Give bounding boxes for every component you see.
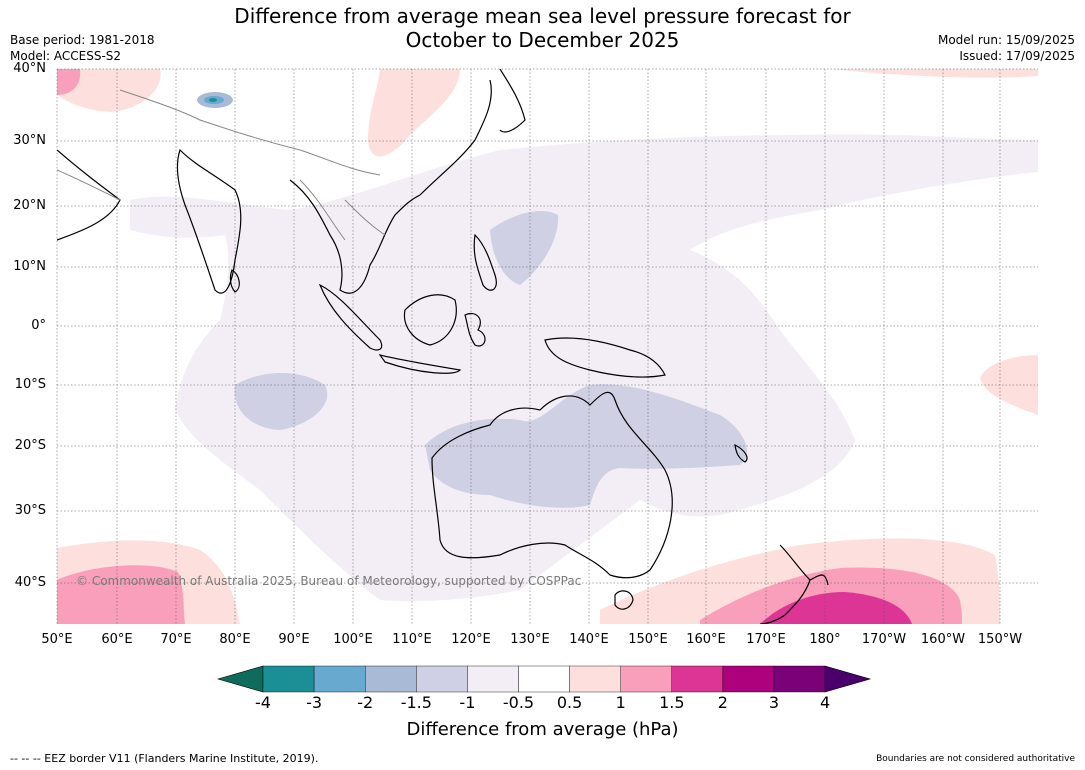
colorbar-tick-label: -3 xyxy=(306,693,323,712)
base-period: Base period: 1981-2018 xyxy=(10,33,155,47)
longitude-label: 160°W xyxy=(920,632,966,647)
colorbar-tick-label: -2 xyxy=(357,693,374,712)
longitude-label: 150°E xyxy=(628,632,668,647)
coastlines xyxy=(57,69,829,624)
anomaly-region-plus-north-pacific xyxy=(830,69,1038,78)
anomaly-region-plus-arabia-core xyxy=(57,69,81,95)
colorbar-tick-label: 1.5 xyxy=(659,693,685,712)
anomaly-spot-himalaya-centre xyxy=(209,98,217,102)
pressure-anomaly-field xyxy=(57,69,1038,624)
coast-java xyxy=(378,354,462,374)
longitude-label: 50°E xyxy=(41,632,73,647)
issued-date: Issued: 17/09/2025 xyxy=(959,49,1075,63)
model-info: Base period: 1981-2018 Model: ACCESS-S2 xyxy=(10,32,155,64)
border-himalaya xyxy=(119,89,381,176)
colorbar-title: Difference from average (hPa) xyxy=(406,719,679,740)
coast-australia xyxy=(431,391,673,579)
copyright-notice: © Commonwealth of Australia 2025, Bureau… xyxy=(76,574,582,588)
coast-sulawesi xyxy=(464,312,486,347)
border-arabia xyxy=(57,169,121,201)
longitude-label: 90°E xyxy=(278,632,310,647)
colorbar-tick-label: 3 xyxy=(768,693,780,712)
coast-india xyxy=(176,148,242,294)
colorbar-tick-label: -4 xyxy=(255,693,271,712)
latitude-label: 10°N xyxy=(13,259,46,274)
longitude-label: 180° xyxy=(809,632,841,647)
anomaly-region-minus-one-philippines xyxy=(490,210,559,285)
eez-note: -- -- -- EEZ border V11 (Flanders Marine… xyxy=(10,752,319,765)
longitude-label: 60°E xyxy=(101,632,133,647)
latitude-label: 10°S xyxy=(14,377,46,392)
anomaly-region-minus-half xyxy=(130,134,1038,602)
coast-indochina xyxy=(289,179,421,294)
latitude-label: 0° xyxy=(31,318,46,333)
country-borders xyxy=(57,89,386,241)
coast-philippines xyxy=(473,233,497,291)
boundary-disclaimer: Boundaries are not considered authoritat… xyxy=(876,754,1075,764)
longitude-label: 140°E xyxy=(569,632,609,647)
coast-borneo xyxy=(403,294,457,346)
latitude-label: 30°S xyxy=(14,503,46,518)
colorbar-tick-label: -1 xyxy=(459,693,476,712)
coast-sri-lanka xyxy=(229,269,240,293)
anomaly-region-plus-southern-ocean-west-core xyxy=(57,565,185,624)
colorbar-tick-label: -1.5 xyxy=(400,693,432,712)
coast-china-japan xyxy=(419,69,526,196)
longitude-label: 160°E xyxy=(686,632,726,647)
map-title: Difference from average mean sea level p… xyxy=(0,4,1085,52)
coast-tasmania xyxy=(614,590,634,610)
model-run: Model run: 15/09/2025 xyxy=(937,33,1075,47)
coast-new-zealand xyxy=(759,544,829,624)
issue-info: Model run: 15/09/2025 Issued: 17/09/2025 xyxy=(938,32,1075,64)
model-name: Model: ACCESS-S2 xyxy=(10,49,122,63)
longitude-label: 70°E xyxy=(160,632,192,647)
coast-new-caledonia xyxy=(734,443,748,463)
border-indochina xyxy=(299,179,386,241)
anomaly-region-plus-arabia xyxy=(57,69,161,112)
coast-new-guinea xyxy=(544,337,666,378)
latitude-label: 20°S xyxy=(14,438,46,453)
longitude-label: 170°W xyxy=(861,632,907,647)
anomaly-region-plus-tasman-core xyxy=(760,592,912,624)
colorbar-tick-label: 2 xyxy=(717,693,728,712)
colorbar-tick-label: -0.5 xyxy=(502,693,535,712)
latitude-label: 40°N xyxy=(13,61,46,76)
colorbar-tick-label: 1 xyxy=(615,693,626,712)
longitude-label: 130°E xyxy=(510,632,550,647)
longitude-label: 170°E xyxy=(746,632,786,647)
graticule xyxy=(56,68,1038,624)
colorbar-tick-label: 4 xyxy=(820,693,831,712)
colorbar-tick-label: 0.5 xyxy=(556,693,583,712)
anomaly-region-minus-one-indian-ocean xyxy=(234,372,328,430)
latitude-label: 30°N xyxy=(13,133,46,148)
latitude-label: 40°S xyxy=(14,575,46,590)
coast-sumatra xyxy=(318,283,383,351)
longitude-label: 150°W xyxy=(977,632,1023,647)
longitude-label: 80°E xyxy=(219,632,251,647)
longitude-label: 120°E xyxy=(451,632,491,647)
anomaly-region-plus-north-asia xyxy=(368,69,460,157)
latitude-label: 20°N xyxy=(13,198,46,213)
longitude-label: 110°E xyxy=(392,632,432,647)
map-title-line2: October to December 2025 xyxy=(405,28,680,52)
map-title-line1: Difference from average mean sea level p… xyxy=(234,4,851,28)
longitude-label: 100°E xyxy=(333,632,373,647)
